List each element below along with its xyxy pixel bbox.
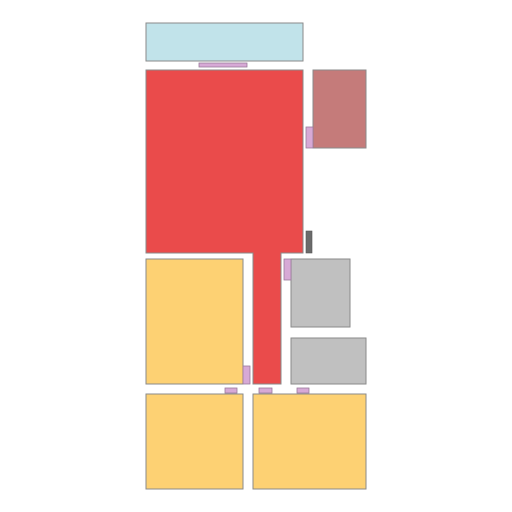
room-red: [145, 69, 304, 385]
door-red-yellow-left: [242, 365, 251, 385]
door-red-yellow-bottom-right: [258, 387, 273, 394]
room-yellow-left: [145, 258, 244, 385]
room-yellow-bottom-right: [252, 393, 367, 490]
door-red-dusty-red: [305, 126, 314, 149]
rooms: [145, 22, 367, 490]
window-dark: [305, 230, 313, 254]
door-yellow-bottom-left: [224, 387, 238, 394]
door-red-gray: [283, 258, 292, 281]
door-yellow-bottom-right: [296, 387, 310, 394]
room-gray-bottom: [290, 337, 367, 385]
doors: [198, 62, 314, 394]
door-light-blue-red: [198, 62, 248, 68]
room-gray-top: [290, 258, 351, 328]
room-light-blue: [145, 22, 304, 62]
room-dusty-red: [312, 69, 367, 149]
windows: [305, 230, 313, 254]
room-yellow-bottom-left: [145, 393, 244, 490]
